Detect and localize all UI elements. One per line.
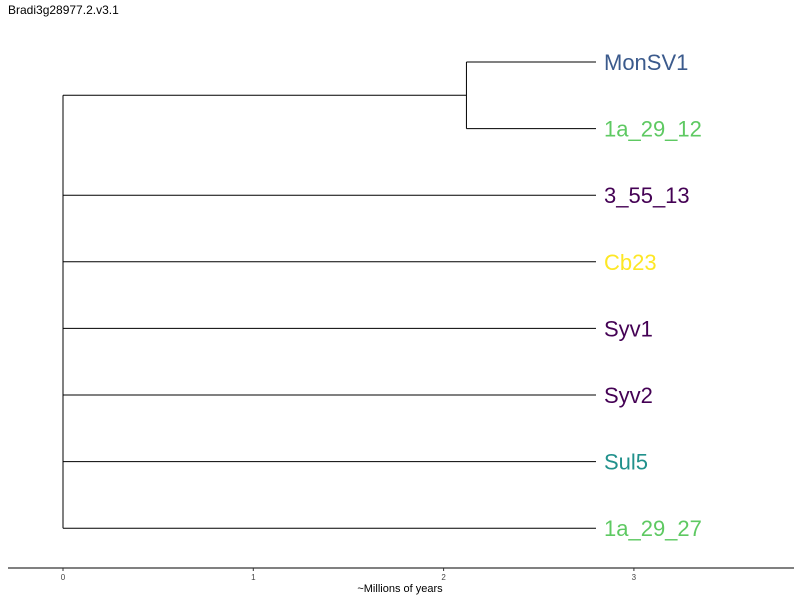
tip-label: 3_55_13 — [604, 183, 690, 208]
tree-title: Bradi3g28977.2.v3.1 — [8, 3, 119, 17]
x-tick-label: 2 — [441, 573, 446, 582]
x-tick-label: 0 — [61, 573, 66, 582]
tip-label: Sul5 — [604, 450, 648, 475]
x-tick-label: 3 — [632, 573, 637, 582]
tip-label: Syv2 — [604, 383, 653, 408]
x-axis-ticks: 0 1 2 3 — [61, 568, 637, 582]
x-axis-title: ~Millions of years — [357, 583, 443, 595]
tip-label: Syv1 — [604, 316, 653, 341]
tip-label: Cb23 — [604, 250, 657, 275]
tree-branches — [62, 61, 596, 529]
x-tick-label: 1 — [251, 573, 256, 582]
tip-labels: MonSV1 1a_29_12 3_55_13 Cb23 Syv1 Syv2 Sul5 1a_… — [604, 50, 702, 541]
tip-label: MonSV1 — [604, 50, 688, 75]
tip-label: 1a_29_27 — [604, 516, 702, 541]
tip-label: 1a_29_12 — [604, 117, 702, 142]
